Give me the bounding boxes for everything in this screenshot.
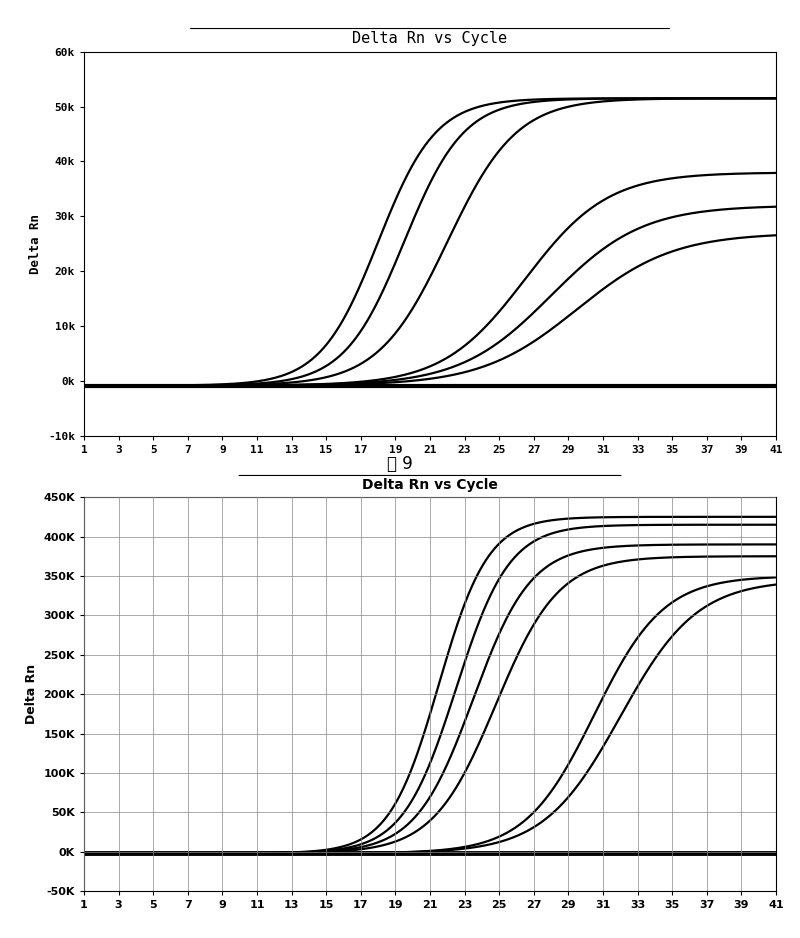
Title: Delta Rn vs Cycle: Delta Rn vs Cycle — [362, 477, 498, 492]
Text: 图 9: 图 9 — [387, 455, 413, 474]
Title: Delta Rn vs Cycle: Delta Rn vs Cycle — [353, 31, 507, 46]
Y-axis label: Delta Rn: Delta Rn — [25, 664, 38, 724]
Y-axis label: Delta Rn: Delta Rn — [30, 214, 42, 274]
